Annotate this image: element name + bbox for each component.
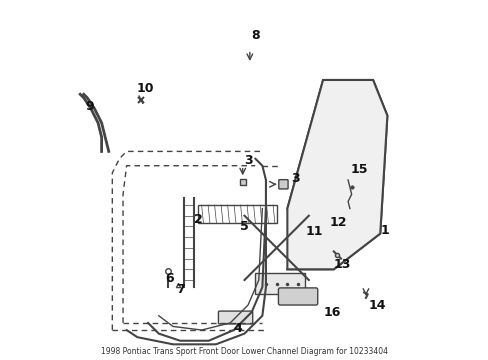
Text: 3: 3 bbox=[291, 172, 300, 185]
FancyBboxPatch shape bbox=[278, 288, 317, 305]
FancyBboxPatch shape bbox=[218, 311, 252, 324]
Text: 10: 10 bbox=[136, 82, 154, 95]
Text: 8: 8 bbox=[251, 29, 260, 42]
Text: 3: 3 bbox=[244, 154, 252, 167]
FancyBboxPatch shape bbox=[278, 180, 287, 189]
Text: 1998 Pontiac Trans Sport Front Door Lower Channel Diagram for 10233404: 1998 Pontiac Trans Sport Front Door Lowe… bbox=[101, 347, 387, 356]
Bar bbox=[255, 273, 305, 294]
Text: 6: 6 bbox=[164, 272, 173, 285]
Bar bbox=[198, 205, 276, 223]
Text: 15: 15 bbox=[349, 163, 367, 176]
Text: 2: 2 bbox=[194, 213, 203, 226]
Polygon shape bbox=[287, 80, 386, 269]
Text: 16: 16 bbox=[323, 306, 340, 319]
Text: 4: 4 bbox=[233, 322, 242, 335]
Text: 14: 14 bbox=[367, 299, 385, 312]
Text: 7: 7 bbox=[176, 283, 184, 296]
Circle shape bbox=[322, 230, 333, 241]
Text: 12: 12 bbox=[329, 216, 346, 229]
Text: 1: 1 bbox=[380, 224, 388, 237]
Text: 13: 13 bbox=[332, 257, 350, 270]
Text: 9: 9 bbox=[85, 100, 94, 113]
Text: 11: 11 bbox=[305, 225, 323, 238]
Text: 5: 5 bbox=[240, 220, 248, 233]
